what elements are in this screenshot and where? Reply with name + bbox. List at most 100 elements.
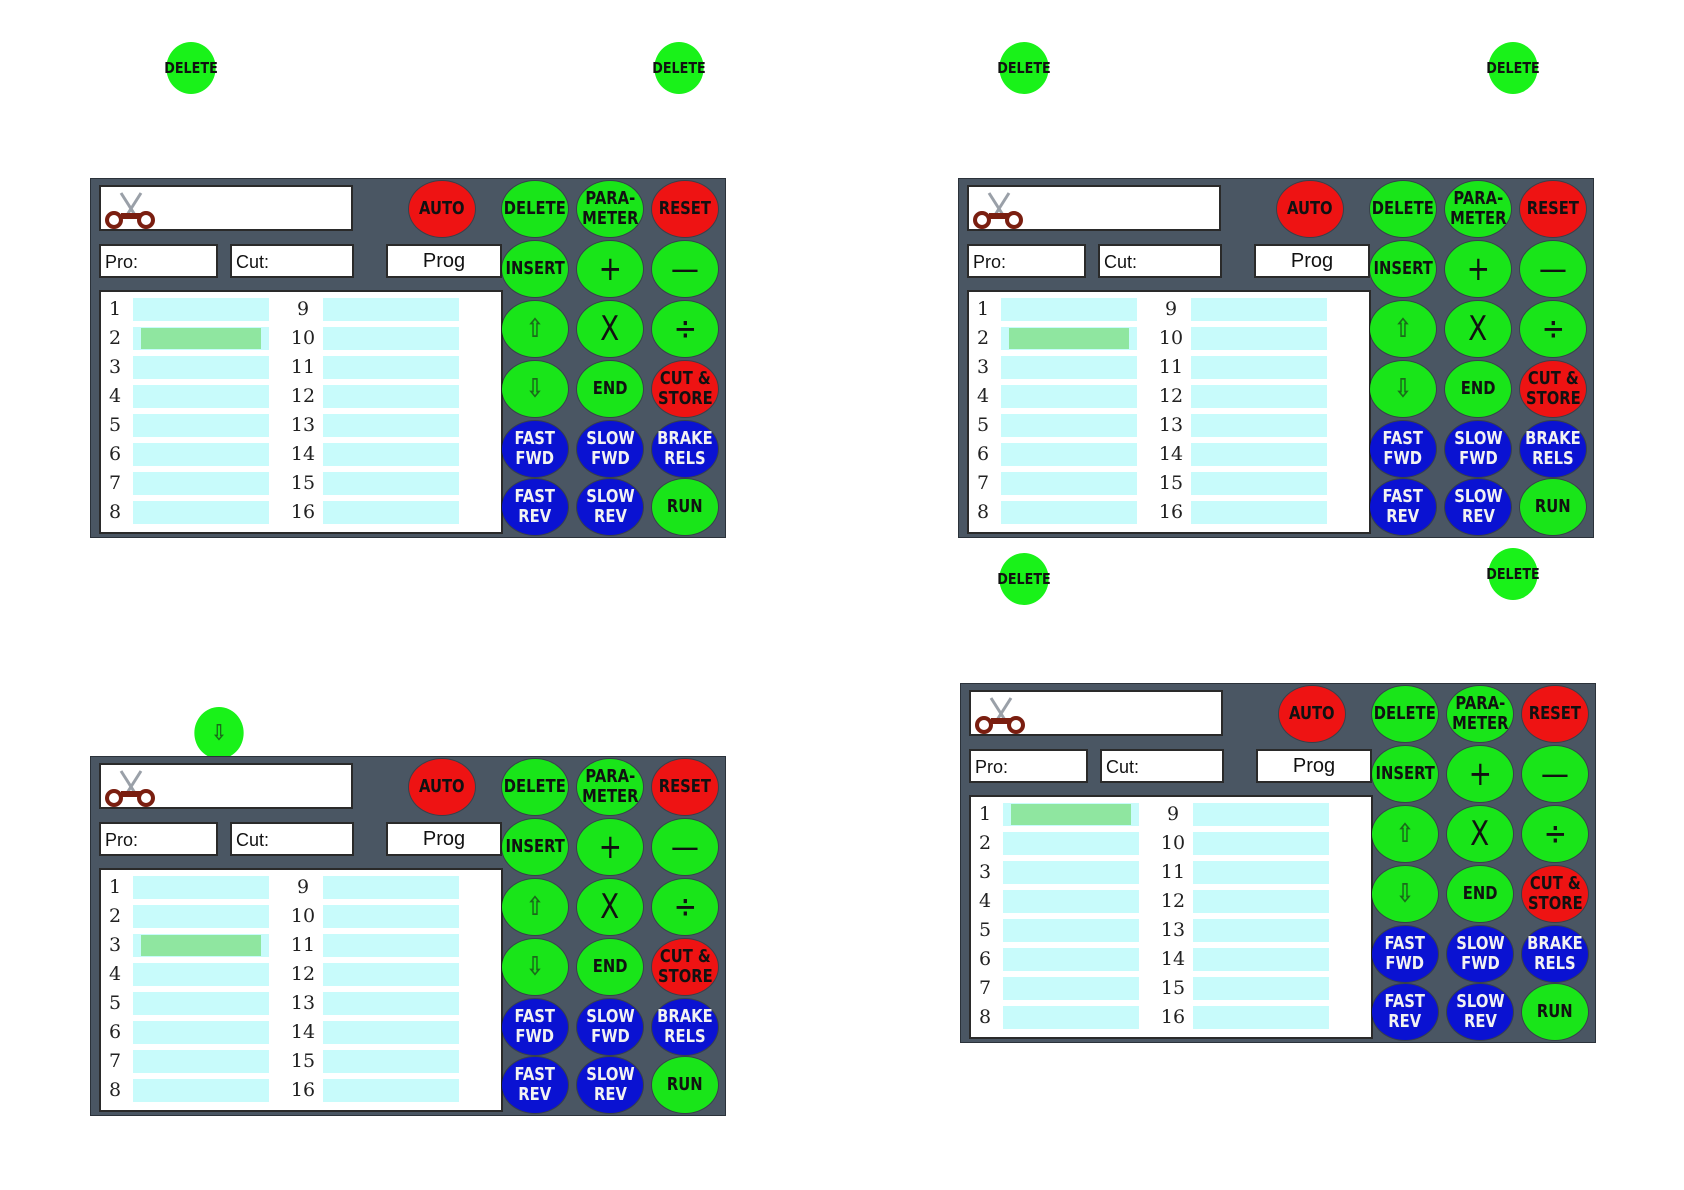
cut-field[interactable]: Cut: xyxy=(230,822,354,856)
fast-rev-button[interactable]: FAST REV xyxy=(502,1057,568,1113)
step-value-cell[interactable] xyxy=(1003,803,1139,826)
list-item[interactable]: 5 13 xyxy=(101,990,501,1016)
fast-rev-button[interactable]: FAST REV xyxy=(502,479,568,535)
minus-button[interactable]: — xyxy=(1522,746,1588,802)
step-value-cell[interactable] xyxy=(133,1079,269,1102)
step-value-cell[interactable] xyxy=(133,876,269,899)
multiply-button[interactable]: X xyxy=(577,301,643,357)
pro-field[interactable]: Pro: xyxy=(967,244,1086,278)
fast-rev-button[interactable]: FAST REV xyxy=(1370,479,1436,535)
slow-fwd-button[interactable]: SLOW FWD xyxy=(1445,421,1511,477)
minus-button[interactable]: — xyxy=(1520,241,1586,297)
list-item[interactable]: 2 10 xyxy=(969,325,1369,351)
brake-rels-button[interactable]: BRAKE RELS xyxy=(652,999,718,1055)
step-value-cell[interactable] xyxy=(1003,919,1139,942)
cut-field[interactable]: Cut: xyxy=(1100,749,1224,783)
run-button[interactable]: RUN xyxy=(1522,984,1588,1040)
parameter-button[interactable]: PARA- METER xyxy=(577,181,643,237)
brake-rels-button[interactable]: BRAKE RELS xyxy=(652,421,718,477)
step-value-cell[interactable] xyxy=(133,1050,269,1073)
reset-button[interactable]: RESET xyxy=(652,759,718,815)
list-item[interactable]: 7 15 xyxy=(101,470,501,496)
list-item[interactable]: 7 15 xyxy=(101,1048,501,1074)
delete-button[interactable]: DELETE xyxy=(1486,548,1540,600)
step-value-cell[interactable] xyxy=(133,472,269,495)
slow-fwd-button[interactable]: SLOW FWD xyxy=(577,421,643,477)
step-value-cell[interactable] xyxy=(133,963,269,986)
step-value-cell[interactable] xyxy=(323,414,459,437)
step-value-cell[interactable] xyxy=(323,1021,459,1044)
list-item[interactable]: 2 10 xyxy=(101,903,501,929)
run-button[interactable]: RUN xyxy=(652,1057,718,1113)
step-value-cell[interactable] xyxy=(1193,948,1329,971)
cut-field[interactable]: Cut: xyxy=(1098,244,1222,278)
list-item[interactable]: 6 14 xyxy=(101,1019,501,1045)
delete-button[interactable]: DELETE xyxy=(652,42,706,94)
fast-fwd-button[interactable]: FAST FWD xyxy=(1370,421,1436,477)
list-item[interactable]: 8 16 xyxy=(101,499,501,525)
step-value-cell[interactable] xyxy=(1191,414,1327,437)
step-value-cell[interactable] xyxy=(133,414,269,437)
list-item[interactable]: 3 11 xyxy=(101,932,501,958)
pro-field[interactable]: Pro: xyxy=(99,822,218,856)
step-value-cell[interactable] xyxy=(1001,385,1137,408)
divide-button[interactable]: ÷ xyxy=(1522,806,1588,862)
insert-button[interactable]: INSERT xyxy=(1370,241,1436,297)
step-value-cell[interactable] xyxy=(1191,327,1327,350)
list-item[interactable]: 4 12 xyxy=(971,888,1371,914)
step-value-cell[interactable] xyxy=(133,443,269,466)
minus-button[interactable]: — xyxy=(652,819,718,875)
up-arrow-button[interactable]: ⇧ xyxy=(1370,301,1436,357)
end-button[interactable]: END xyxy=(1445,361,1511,417)
step-value-cell[interactable] xyxy=(133,298,269,321)
multiply-button[interactable]: X xyxy=(1447,806,1513,862)
auto-button[interactable]: AUTO xyxy=(1279,686,1345,742)
step-value-cell[interactable] xyxy=(323,385,459,408)
delete-button[interactable]: DELETE xyxy=(502,759,568,815)
plus-button[interactable]: + xyxy=(1445,241,1511,297)
list-item[interactable]: 3 11 xyxy=(971,859,1371,885)
reset-button[interactable]: RESET xyxy=(1520,181,1586,237)
step-value-cell[interactable] xyxy=(1003,1006,1139,1029)
step-value-cell[interactable] xyxy=(1193,919,1329,942)
step-value-cell[interactable] xyxy=(323,501,459,524)
slow-rev-button[interactable]: SLOW REV xyxy=(1445,479,1511,535)
list-item[interactable]: 6 14 xyxy=(971,946,1371,972)
delete-button[interactable]: DELETE xyxy=(502,181,568,237)
list-item[interactable]: 7 15 xyxy=(969,470,1369,496)
cut-store-button[interactable]: CUT & STORE xyxy=(1520,361,1586,417)
step-value-cell[interactable] xyxy=(1191,443,1327,466)
list-item[interactable]: 6 14 xyxy=(969,441,1369,467)
multiply-button[interactable]: X xyxy=(1445,301,1511,357)
cut-field[interactable]: Cut: xyxy=(230,244,354,278)
divide-button[interactable]: ÷ xyxy=(652,301,718,357)
down-arrow-button[interactable]: ⇩ xyxy=(502,361,568,417)
step-value-cell[interactable] xyxy=(133,934,269,957)
reset-button[interactable]: RESET xyxy=(652,181,718,237)
end-button[interactable]: END xyxy=(1447,866,1513,922)
step-value-cell[interactable] xyxy=(323,934,459,957)
step-value-cell[interactable] xyxy=(323,356,459,379)
pro-field[interactable]: Pro: xyxy=(969,749,1088,783)
parameter-button[interactable]: PARA- METER xyxy=(577,759,643,815)
step-value-cell[interactable] xyxy=(1191,356,1327,379)
run-button[interactable]: RUN xyxy=(1520,479,1586,535)
list-item[interactable]: 6 14 xyxy=(101,441,501,467)
step-value-cell[interactable] xyxy=(1191,501,1327,524)
end-button[interactable]: END xyxy=(577,939,643,995)
pro-field[interactable]: Pro: xyxy=(99,244,218,278)
list-item[interactable]: 5 13 xyxy=(971,917,1371,943)
slow-rev-button[interactable]: SLOW REV xyxy=(577,479,643,535)
list-item[interactable]: 8 16 xyxy=(971,1004,1371,1030)
step-value-cell[interactable] xyxy=(323,992,459,1015)
delete-button[interactable]: DELETE xyxy=(997,553,1051,605)
list-item[interactable]: 5 13 xyxy=(969,412,1369,438)
list-item[interactable]: 4 12 xyxy=(969,383,1369,409)
list-item[interactable]: 2 10 xyxy=(101,325,501,351)
down-arrow-button[interactable]: ⇩ xyxy=(1372,866,1438,922)
slow-rev-button[interactable]: SLOW REV xyxy=(1447,984,1513,1040)
list-item[interactable]: 3 11 xyxy=(969,354,1369,380)
